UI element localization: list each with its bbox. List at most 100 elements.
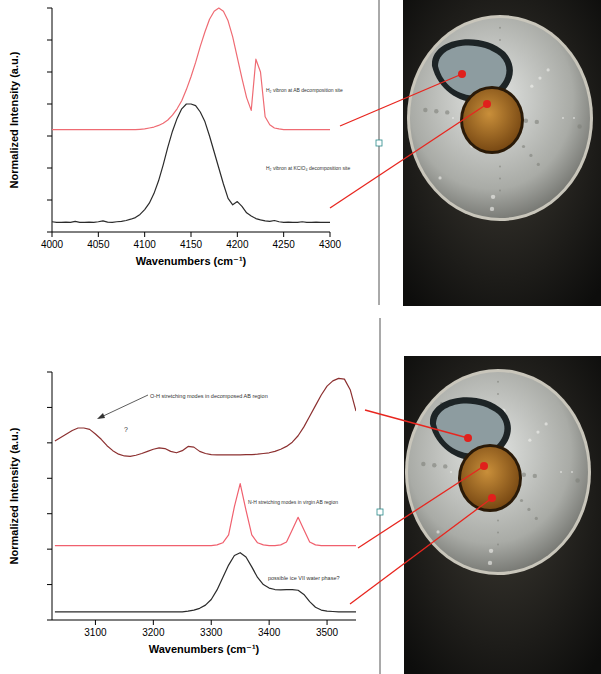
spectrum-line xyxy=(52,104,330,222)
chamber xyxy=(458,444,522,512)
spectrum-line xyxy=(52,8,330,130)
series-label: N-H stretching modes in virgin AB region xyxy=(248,499,338,505)
gasket xyxy=(408,372,588,572)
spectrum-line xyxy=(55,378,356,456)
gasket-texture xyxy=(421,462,425,466)
y-tick xyxy=(47,584,52,585)
page: {"chart_data": [ {"type": "line", "x_lab… xyxy=(0,0,601,674)
gasket-texture xyxy=(490,207,494,211)
gasket-texture xyxy=(575,478,579,482)
x-axis-title: Wavenumbers (cm⁻¹) xyxy=(149,643,260,655)
probe-spot xyxy=(464,434,472,442)
y-axis-title: Normalized Intensity (a.u.) xyxy=(8,51,20,188)
gasket-texture xyxy=(497,519,499,521)
gasket-texture xyxy=(533,474,537,478)
plot-area xyxy=(55,378,356,611)
series-label: O-H stretching modes in decomposed AB re… xyxy=(150,393,268,399)
x-tick xyxy=(283,232,284,237)
gasket-texture xyxy=(522,145,525,148)
panel: 31003200330034003500Wavenumbers (cm⁻¹)No… xyxy=(8,372,356,655)
y-axis xyxy=(52,8,53,232)
y-tick xyxy=(47,372,52,373)
gasket-texture xyxy=(535,120,539,124)
y-tick xyxy=(47,168,52,169)
y-tick xyxy=(47,8,52,9)
gasket-texture xyxy=(443,464,447,468)
photo-background xyxy=(404,356,601,674)
probe-spot xyxy=(480,462,488,470)
probe-spot xyxy=(488,494,496,502)
gasket-texture xyxy=(527,508,530,511)
x-tick xyxy=(153,620,154,625)
x-tick-label: 4050 xyxy=(87,239,110,250)
x-tick xyxy=(144,232,145,237)
y-tick xyxy=(47,442,52,443)
gasket-texture xyxy=(445,110,449,114)
gasket-texture xyxy=(528,439,531,442)
y-tick xyxy=(47,72,52,73)
gasket-texture xyxy=(562,117,564,119)
x-tick xyxy=(327,620,328,625)
gasket-texture xyxy=(438,176,441,179)
series-label: H₂ vibron at KClO₄ decomposition site xyxy=(266,165,351,171)
x-tick-label: 3100 xyxy=(84,627,107,638)
x-tick xyxy=(330,232,331,237)
spectrum-line xyxy=(55,484,356,546)
x-tick-label: 4100 xyxy=(134,239,157,250)
x-tick-label: 3500 xyxy=(316,627,339,638)
gasket-texture xyxy=(547,68,550,71)
gasket-texture xyxy=(499,165,501,167)
x-tick xyxy=(95,620,96,625)
y-tick xyxy=(47,104,52,105)
gasket-texture xyxy=(571,471,573,473)
gasket-texture xyxy=(432,463,436,467)
gasket-texture xyxy=(545,422,548,425)
gasket-texture xyxy=(489,549,493,553)
gasket-texture xyxy=(529,154,532,157)
gasket-texture xyxy=(577,124,581,128)
gasket-texture xyxy=(524,119,528,123)
gasket-texture xyxy=(536,430,539,433)
gasket-texture xyxy=(497,544,499,546)
photo-background xyxy=(403,0,601,306)
x-tick xyxy=(52,232,53,237)
sample-kclo4 xyxy=(463,89,521,151)
x-tick xyxy=(191,232,192,237)
x-tick-label: 4250 xyxy=(273,239,296,250)
divider-handle xyxy=(376,140,382,146)
x-tick xyxy=(269,620,270,625)
x-axis-title: Wavenumbers (cm⁻¹) xyxy=(136,255,247,267)
gasket-texture xyxy=(497,381,499,383)
sample-kclo4 xyxy=(461,447,519,509)
y-tick xyxy=(47,200,52,201)
micrograph xyxy=(403,0,601,306)
gasket-texture xyxy=(497,532,499,534)
panel: 4000405041004150420042504300Wavenumbers … xyxy=(8,8,351,267)
gasket-texture xyxy=(535,517,538,520)
gasket-texture xyxy=(538,76,541,79)
x-tick-label: 4200 xyxy=(226,239,249,250)
gasket-texture xyxy=(573,117,575,119)
gasket xyxy=(410,18,590,218)
pointer-line xyxy=(330,104,487,208)
x-tick-label: 3300 xyxy=(200,627,223,638)
gasket-texture xyxy=(436,530,439,533)
gasket-rim xyxy=(405,369,591,575)
y-axis xyxy=(52,372,53,620)
pointer-line xyxy=(365,410,468,438)
y-tick xyxy=(47,40,52,41)
probe-spot xyxy=(483,100,491,108)
y-tick xyxy=(47,513,52,514)
x-tick xyxy=(237,232,238,237)
y-tick xyxy=(47,407,52,408)
gasket-texture xyxy=(530,85,533,88)
divider-handle xyxy=(377,509,383,515)
gasket-texture xyxy=(560,471,562,473)
micrograph xyxy=(404,356,601,674)
series-label: H₂ vibron at AB decomposition site xyxy=(266,87,343,93)
gasket-texture xyxy=(499,178,501,180)
x-tick xyxy=(98,232,99,237)
gasket-texture xyxy=(499,190,501,192)
y-axis-title: Normalized Intensity (a.u.) xyxy=(8,427,20,564)
gasket-texture xyxy=(488,561,492,565)
